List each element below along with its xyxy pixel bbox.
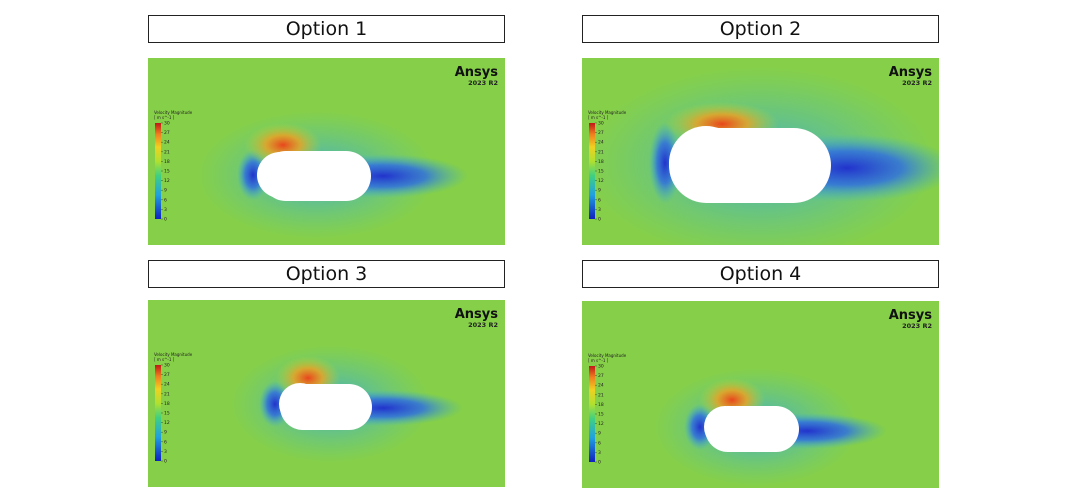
legend-tick-label: 27 xyxy=(164,372,170,378)
legend-tick-label: 15 xyxy=(598,412,604,418)
legend-tick-label: 9 xyxy=(598,431,601,437)
legend-tick-label: 3 xyxy=(598,207,601,213)
legend-tick-label: 30 xyxy=(164,121,170,127)
legend-tick-label: 6 xyxy=(598,197,601,203)
color-bar xyxy=(155,365,161,461)
brand: Ansys xyxy=(889,65,933,80)
legend-tick-label: 3 xyxy=(164,207,167,213)
legend-tick-label: 24 xyxy=(164,140,170,146)
legend-tick-label: 21 xyxy=(598,149,604,155)
brand: Ansys xyxy=(455,307,499,322)
legend-tick-label: 0 xyxy=(164,217,167,223)
legend-title: Velocity Magnitude xyxy=(154,352,193,357)
panel-title: Option 2 xyxy=(582,15,939,43)
legend-title: Velocity Magnitude xyxy=(154,110,193,115)
legend-tick-label: 15 xyxy=(164,411,170,417)
legend-unit: [ m s^-1 ] xyxy=(588,115,609,120)
legend-title: Velocity Magnitude xyxy=(588,110,627,115)
legend-tick-label: 21 xyxy=(164,391,170,397)
version: 2023 R2 xyxy=(468,321,498,329)
head xyxy=(704,406,746,448)
legend-tick-label: 3 xyxy=(598,450,601,456)
legend-tick-label: 27 xyxy=(598,130,604,136)
version: 2023 R2 xyxy=(902,79,932,87)
legend-tick-label: 6 xyxy=(164,197,167,203)
color-bar xyxy=(589,366,595,462)
color-bar xyxy=(589,123,595,219)
legend-tick-label: 27 xyxy=(598,373,604,379)
head xyxy=(279,383,321,425)
legend-tick-label: 9 xyxy=(598,188,601,194)
legend-unit: [ m s^-1 ] xyxy=(588,358,609,363)
legend-tick-label: 3 xyxy=(164,449,167,455)
legend-tick-label: 0 xyxy=(598,460,601,466)
color-legend: Velocity Magnitude[ m s^-1 ] 0 3 6 9 12 15 18 21… xyxy=(154,352,193,465)
legend-unit: [ m s^-1 ] xyxy=(154,115,175,120)
legend-tick-label: 6 xyxy=(164,439,167,445)
legend-tick-label: 15 xyxy=(164,169,170,175)
legend-tick-label: 30 xyxy=(164,363,170,369)
head xyxy=(257,152,303,198)
legend-tick-label: 30 xyxy=(598,121,604,127)
legend-tick-label: 24 xyxy=(598,140,604,146)
legend-tick-label: 12 xyxy=(164,420,170,426)
brand: Ansys xyxy=(889,308,933,323)
legend-tick-label: 12 xyxy=(164,178,170,184)
panel-title: Option 1 xyxy=(148,15,505,43)
panel-title: Option 4 xyxy=(582,260,939,288)
legend-tick-label: 6 xyxy=(598,440,601,446)
legend-tick-label: 18 xyxy=(598,402,604,408)
legend-tick-label: 0 xyxy=(164,459,167,465)
legend-tick-label: 24 xyxy=(598,383,604,389)
color-bar xyxy=(155,123,161,219)
color-legend: Velocity Magnitude[ m s^-1 ] 0 3 6 9 12 15 18 21… xyxy=(154,110,193,223)
brand: Ansys xyxy=(455,65,499,80)
panel-title: Option 3 xyxy=(148,260,505,288)
version: 2023 R2 xyxy=(468,79,498,87)
legend-tick-label: 18 xyxy=(598,159,604,165)
legend-title: Velocity Magnitude xyxy=(588,353,627,358)
head xyxy=(669,126,743,200)
legend-tick-label: 12 xyxy=(598,178,604,184)
legend-tick-label: 18 xyxy=(164,401,170,407)
legend-tick-label: 21 xyxy=(164,149,170,155)
legend-tick-label: 27 xyxy=(164,130,170,136)
legend-tick-label: 0 xyxy=(598,217,601,223)
legend-tick-label: 21 xyxy=(598,392,604,398)
color-legend: Velocity Magnitude[ m s^-1 ] 0 3 6 9 12 15 18 21… xyxy=(588,110,627,223)
version: 2023 R2 xyxy=(902,322,932,330)
legend-tick-label: 18 xyxy=(164,159,170,165)
legend-tick-label: 30 xyxy=(598,364,604,370)
legend-unit: [ m s^-1 ] xyxy=(154,357,175,362)
color-legend: Velocity Magnitude[ m s^-1 ] 0 3 6 9 12 15 18 21… xyxy=(588,353,627,466)
legend-tick-label: 9 xyxy=(164,430,167,436)
legend-tick-label: 12 xyxy=(598,421,604,427)
legend-tick-label: 15 xyxy=(598,169,604,175)
stagnation xyxy=(649,122,681,204)
legend-tick-label: 9 xyxy=(164,188,167,194)
legend-tick-label: 24 xyxy=(164,382,170,388)
